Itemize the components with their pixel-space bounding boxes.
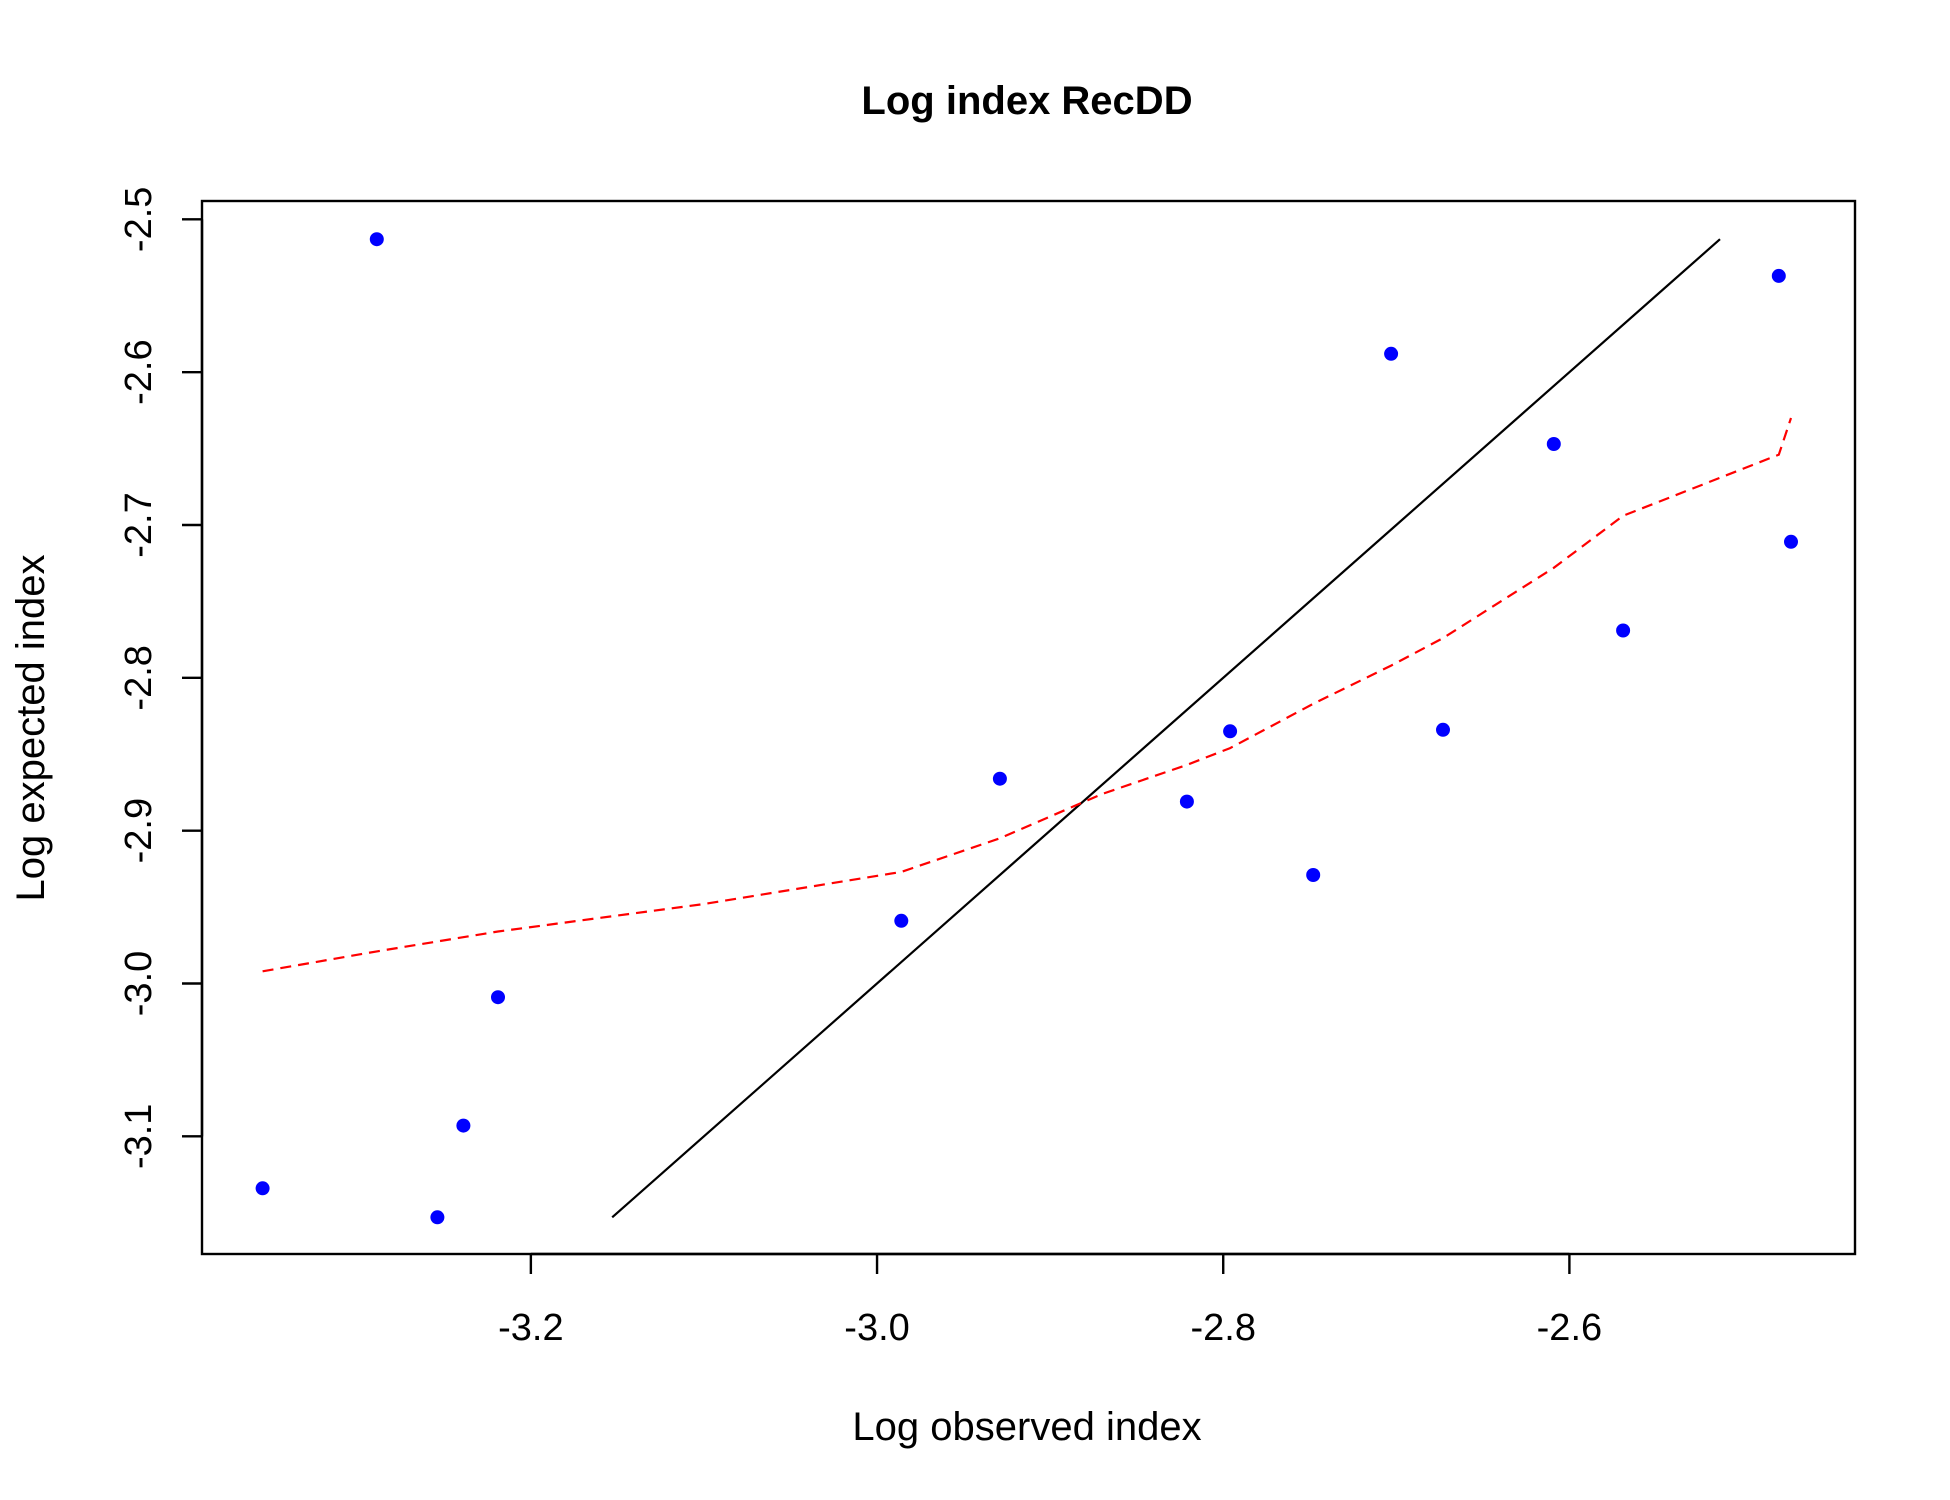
data-point <box>1384 346 1399 361</box>
y-tick-label: -3.0 <box>118 951 160 1016</box>
data-point <box>1179 794 1194 809</box>
x-tick-label: -3.0 <box>844 1307 909 1349</box>
data-point <box>1436 722 1450 737</box>
data-point <box>1223 724 1238 739</box>
identity-line <box>611 238 1721 1219</box>
x-axis-label: Log observed index <box>852 1405 1201 1449</box>
data-point <box>255 1181 270 1196</box>
data-point <box>1784 534 1798 549</box>
smoother-dashed-line <box>262 417 1793 973</box>
data-point <box>369 232 384 247</box>
data-point <box>491 990 505 1005</box>
y-tick-label: -2.9 <box>118 798 160 863</box>
y-tick-label: -2.7 <box>118 492 160 557</box>
y-tick-label: -2.6 <box>118 339 160 404</box>
data-point <box>1546 437 1561 451</box>
chart-marks <box>255 232 1798 1225</box>
y-tick-label: -3.1 <box>118 1104 160 1169</box>
y-axis: -3.1 -3.0 -2.9 -2.8 -2.7 -2.6 -2.5 <box>118 187 204 1169</box>
data-point <box>1306 868 1321 882</box>
chart-title: Log index RecDD <box>861 79 1192 123</box>
y-tick-label: -2.5 <box>118 187 160 252</box>
data-point <box>894 913 909 928</box>
x-axis: -3.2 -3.0 -2.8 -2.6 <box>498 1252 1602 1349</box>
x-tick-label: -3.2 <box>498 1307 563 1349</box>
x-tick-label: -2.6 <box>1537 1307 1602 1349</box>
y-tick-label: -2.8 <box>118 645 160 710</box>
data-point <box>1616 623 1631 638</box>
y-axis-label: Log expected index <box>9 555 53 902</box>
x-tick-label: -2.8 <box>1190 1307 1255 1349</box>
data-point <box>992 771 1007 786</box>
data-point <box>456 1118 471 1133</box>
data-point <box>1771 268 1786 283</box>
data-point <box>430 1210 445 1225</box>
